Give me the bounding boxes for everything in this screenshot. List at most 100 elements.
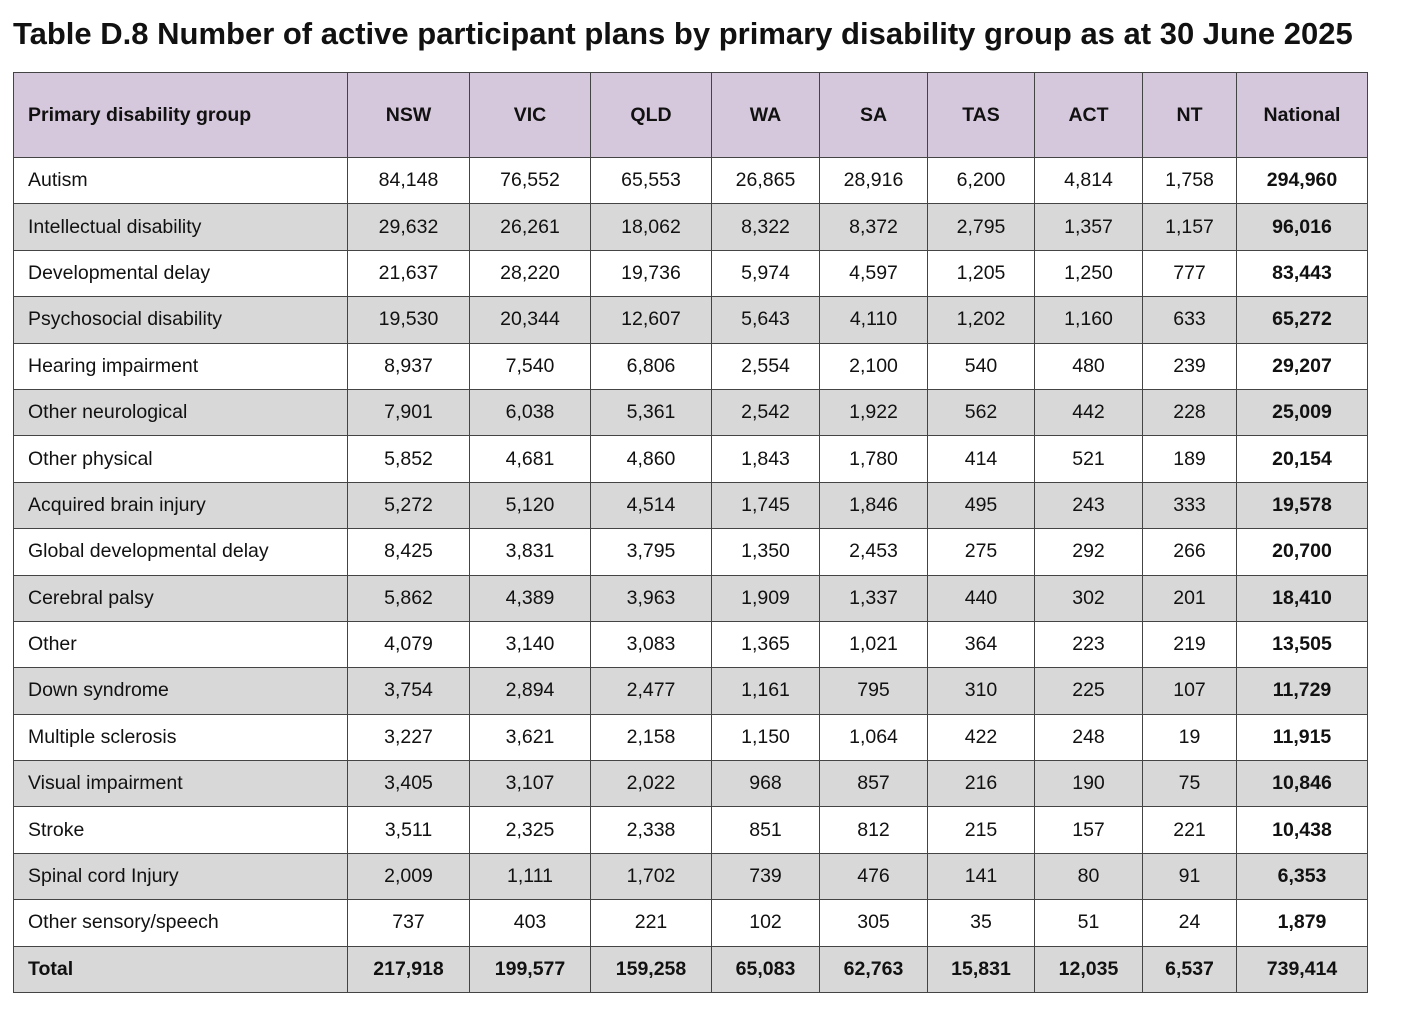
table-row: Psychosocial disability 19,530 20,344 12,60… (13, 296, 1368, 344)
cell-qld: 5,361 (590, 388, 712, 437)
cell-tas: 414 (927, 435, 1035, 483)
total-label: Total (13, 945, 348, 994)
column-header-vic: VIC (469, 72, 591, 158)
cell-vic: 3,107 (469, 760, 591, 808)
cell-nsw: 4,079 (347, 620, 470, 669)
cell-vic: 403 (469, 899, 591, 947)
cell-sa: 305 (819, 899, 928, 947)
cell-nt: 333 (1142, 481, 1237, 530)
cell-sa: 1,021 (819, 620, 928, 669)
table-row: Spinal cord Injury 2,009 1,111 1,702 739 476 1… (13, 852, 1368, 901)
cell-wa: 1,350 (711, 528, 820, 576)
cell-nsw: 3,754 (347, 667, 470, 715)
cell-act: 225 (1034, 667, 1143, 715)
cell-sa: 795 (819, 667, 928, 715)
cell-group: Developmental delay (13, 249, 348, 298)
cell-vic: 5,120 (469, 481, 591, 530)
cell-group: Acquired brain injury (13, 481, 348, 530)
total-act: 12,035 (1034, 945, 1143, 994)
cell-group: Down syndrome (13, 667, 348, 715)
page-title: Table D.8 Number of active participant p… (13, 16, 1353, 51)
cell-qld: 2,022 (590, 760, 712, 808)
cell-qld: 12,607 (590, 296, 712, 344)
cell-qld: 221 (590, 899, 712, 947)
cell-nsw: 737 (347, 899, 470, 947)
table-row: Other neurological 7,901 6,038 5,361 2,542 1,… (13, 388, 1368, 437)
table-row: Acquired brain injury 5,272 5,120 4,514 1,74… (13, 481, 1368, 530)
cell-nsw: 19,530 (347, 296, 470, 344)
cell-national: 294,960 (1236, 156, 1368, 205)
cell-nt: 19 (1142, 713, 1237, 762)
cell-vic: 2,325 (469, 806, 591, 854)
cell-act: 521 (1034, 435, 1143, 483)
cell-act: 243 (1034, 481, 1143, 530)
cell-vic: 4,681 (469, 435, 591, 483)
cell-tas: 6,200 (927, 156, 1035, 205)
cell-vic: 6,038 (469, 388, 591, 437)
total-wa: 65,083 (711, 945, 820, 994)
cell-act: 442 (1034, 388, 1143, 437)
cell-sa: 28,916 (819, 156, 928, 205)
cell-sa: 2,453 (819, 528, 928, 576)
cell-group: Spinal cord Injury (13, 852, 348, 901)
cell-vic: 26,261 (469, 203, 591, 251)
cell-national: 19,578 (1236, 481, 1368, 530)
cell-qld: 1,702 (590, 852, 712, 901)
cell-group: Cerebral palsy (13, 574, 348, 622)
cell-nsw: 3,511 (347, 806, 470, 854)
cell-sa: 4,110 (819, 296, 928, 344)
cell-tas: 422 (927, 713, 1035, 762)
total-tas: 15,831 (927, 945, 1035, 994)
cell-wa: 1,150 (711, 713, 820, 762)
cell-act: 1,357 (1034, 203, 1143, 251)
cell-nsw: 7,901 (347, 388, 470, 437)
cell-qld: 2,158 (590, 713, 712, 762)
total-vic: 199,577 (469, 945, 591, 994)
cell-tas: 215 (927, 806, 1035, 854)
cell-national: 29,207 (1236, 342, 1368, 390)
cell-tas: 440 (927, 574, 1035, 622)
cell-group: Visual impairment (13, 760, 348, 808)
cell-sa: 1,922 (819, 388, 928, 437)
cell-vic: 3,831 (469, 528, 591, 576)
total-sa: 62,763 (819, 945, 928, 994)
cell-group: Hearing impairment (13, 342, 348, 390)
cell-qld: 65,553 (590, 156, 712, 205)
column-header-nt: NT (1142, 72, 1237, 158)
cell-national: 1,879 (1236, 899, 1368, 947)
cell-vic: 28,220 (469, 249, 591, 298)
cell-wa: 1,843 (711, 435, 820, 483)
cell-wa: 851 (711, 806, 820, 854)
cell-wa: 2,554 (711, 342, 820, 390)
column-header-sa: SA (819, 72, 928, 158)
cell-tas: 364 (927, 620, 1035, 669)
cell-nsw: 8,937 (347, 342, 470, 390)
cell-act: 292 (1034, 528, 1143, 576)
cell-act: 223 (1034, 620, 1143, 669)
cell-act: 190 (1034, 760, 1143, 808)
cell-national: 25,009 (1236, 388, 1368, 437)
cell-group: Stroke (13, 806, 348, 854)
cell-vic: 3,140 (469, 620, 591, 669)
cell-sa: 8,372 (819, 203, 928, 251)
table-row: Global developmental delay 8,425 3,831 3,79… (13, 528, 1368, 576)
cell-nt: 228 (1142, 388, 1237, 437)
cell-national: 20,154 (1236, 435, 1368, 483)
cell-sa: 2,100 (819, 342, 928, 390)
cell-wa: 1,745 (711, 481, 820, 530)
cell-wa: 2,542 (711, 388, 820, 437)
cell-tas: 310 (927, 667, 1035, 715)
cell-wa: 26,865 (711, 156, 820, 205)
cell-sa: 1,064 (819, 713, 928, 762)
cell-tas: 35 (927, 899, 1035, 947)
cell-group: Other (13, 620, 348, 669)
cell-wa: 1,365 (711, 620, 820, 669)
cell-nsw: 5,272 (347, 481, 470, 530)
column-header-qld: QLD (590, 72, 712, 158)
cell-wa: 968 (711, 760, 820, 808)
column-header-nsw: NSW (347, 72, 470, 158)
cell-sa: 812 (819, 806, 928, 854)
cell-nsw: 21,637 (347, 249, 470, 298)
cell-nt: 1,157 (1142, 203, 1237, 251)
column-header-act: ACT (1034, 72, 1143, 158)
